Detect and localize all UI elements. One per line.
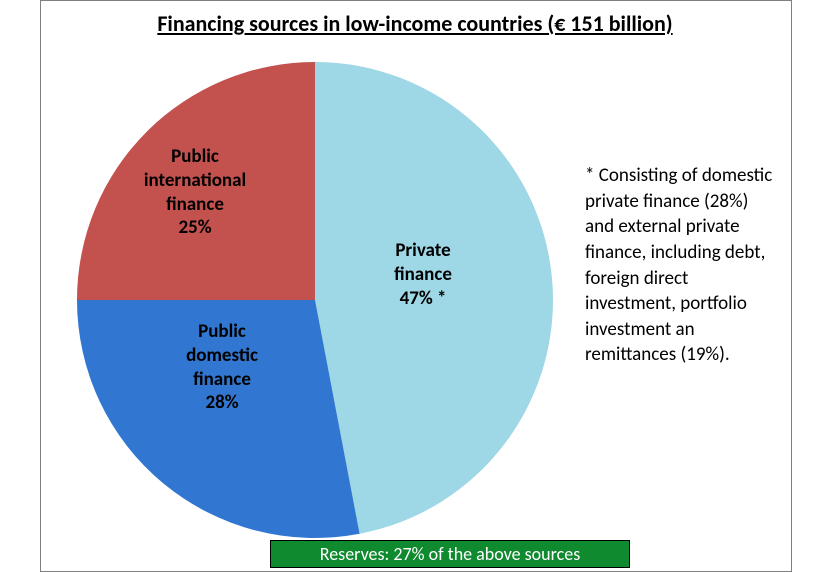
slice-label-private: Private finance 47% * (353, 239, 493, 310)
slice-label-domestic: Public domestic finance 28% (142, 320, 302, 415)
slice-label-intl: Public international finance 25% (105, 145, 285, 240)
chart-title: Financing sources in low-income countrie… (40, 10, 790, 37)
reserves-label: Reserves: 27% of the above sources (320, 543, 581, 565)
reserves-box: Reserves: 27% of the above sources (270, 540, 630, 568)
footnote-text: * Consisting of domestic private finance… (585, 163, 780, 368)
